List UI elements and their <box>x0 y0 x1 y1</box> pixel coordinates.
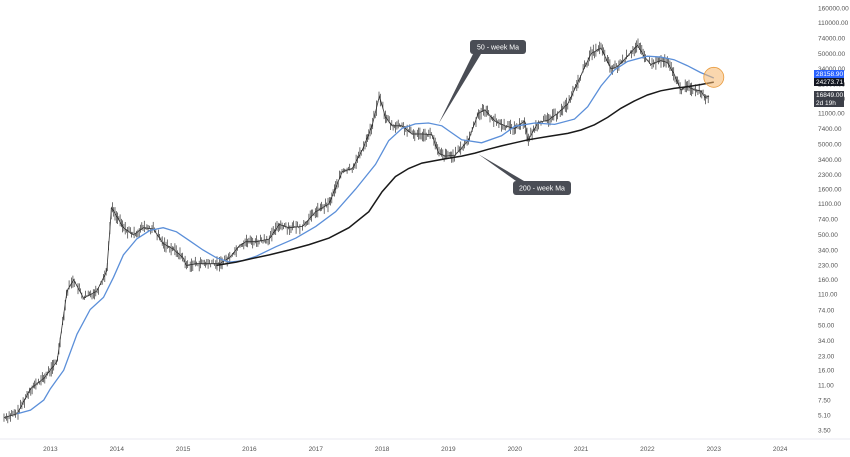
x-tick-label: 2020 <box>508 446 523 453</box>
ma50-callout-box <box>470 40 526 54</box>
y-tick-label: 5.10 <box>818 413 831 420</box>
y-tick-label: 5000.00 <box>818 142 842 149</box>
crossover-highlight-circle <box>703 66 725 88</box>
ma200-callout-box <box>513 181 571 195</box>
x-axis[interactable]: 2013 2014 2015 2016 2017 2018 2019 2020 2021 2022… <box>0 438 850 453</box>
price-tag-box <box>814 99 844 107</box>
y-tick-label: 74000.00 <box>818 36 845 43</box>
x-tick-label: 2015 <box>176 446 191 453</box>
moving-average-layer <box>17 55 715 415</box>
x-tick-label: 2013 <box>43 446 58 453</box>
x-tick-label: 2024 <box>773 446 788 453</box>
y-tick-label: 110000.00 <box>818 20 849 27</box>
price-line <box>3 44 710 418</box>
price-tag-box <box>814 78 844 86</box>
y-tick-label: 23.00 <box>818 353 835 360</box>
y-tick-label: 1600.00 <box>818 186 842 193</box>
y-tick-label: 7.50 <box>818 397 831 404</box>
price-tag-text: 24273.71 <box>816 79 843 86</box>
price-tag-text: 2d 19h <box>816 100 836 107</box>
y-tick-label: 2300.00 <box>818 172 842 179</box>
x-tick-label: 2014 <box>110 446 125 453</box>
y-tick-label: 11000.00 <box>818 111 845 118</box>
y-tick-label: 16.00 <box>818 368 835 375</box>
price-tag-text: 16849.00 <box>816 92 843 99</box>
y-tick-label: 3400.00 <box>818 157 842 164</box>
y-tick-label: 50000.00 <box>818 51 845 58</box>
y-tick-label: 34.00 <box>818 338 835 345</box>
y-tick-label: 1100.00 <box>818 201 841 208</box>
y-tick-label: 34000.00 <box>818 66 845 73</box>
y-tick-label: 500.00 <box>818 232 838 239</box>
price-tag-text: 28158.90 <box>816 71 843 78</box>
x-tick-label: 2016 <box>242 446 257 453</box>
x-tick-label: 2022 <box>640 446 655 453</box>
price-tag-box <box>814 70 844 78</box>
y-tick-label: 160000.00 <box>818 5 849 12</box>
y-tick-label: 3.50 <box>818 427 831 434</box>
y-tick-label: 50.00 <box>818 323 835 330</box>
ma50-callout-pointer <box>438 54 481 124</box>
y-tick-label: 160.00 <box>818 277 838 284</box>
price-tag-box <box>814 91 844 99</box>
ma200-line <box>216 81 714 267</box>
y-tick-label: 110.00 <box>818 292 838 299</box>
x-tick-label: 2017 <box>309 446 324 453</box>
x-tick-label: 2023 <box>707 446 722 453</box>
y-tick-label: 11.00 <box>818 382 834 389</box>
y-tick-label: 74.00 <box>818 307 835 314</box>
ma50-line <box>17 55 715 415</box>
y-tick-label: 7400.00 <box>818 126 842 133</box>
y-axis[interactable]: 160000.00 110000.00 74000.00 50000.00 34000.… <box>818 5 849 434</box>
x-tick-label: 2019 <box>441 446 456 453</box>
ma50-callout-label: 50 - week Ma <box>477 45 519 52</box>
ma200-callout-pointer <box>478 154 524 181</box>
y-tick-label: 230.00 <box>818 263 838 270</box>
x-tick-label: 2018 <box>375 446 390 453</box>
y-tick-label: 740.00 <box>818 217 838 224</box>
y-tick-label: 340.00 <box>818 247 838 254</box>
ma200-callout-label: 200 - week Ma <box>519 186 565 193</box>
x-tick-label: 2021 <box>574 446 589 453</box>
annotation-layer: 50 - week Ma 200 - week Ma <box>438 40 725 195</box>
